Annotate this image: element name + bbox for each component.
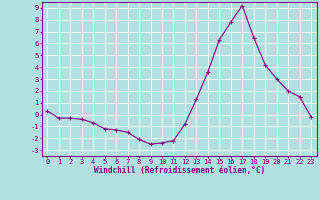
X-axis label: Windchill (Refroidissement éolien,°C): Windchill (Refroidissement éolien,°C): [94, 166, 265, 175]
